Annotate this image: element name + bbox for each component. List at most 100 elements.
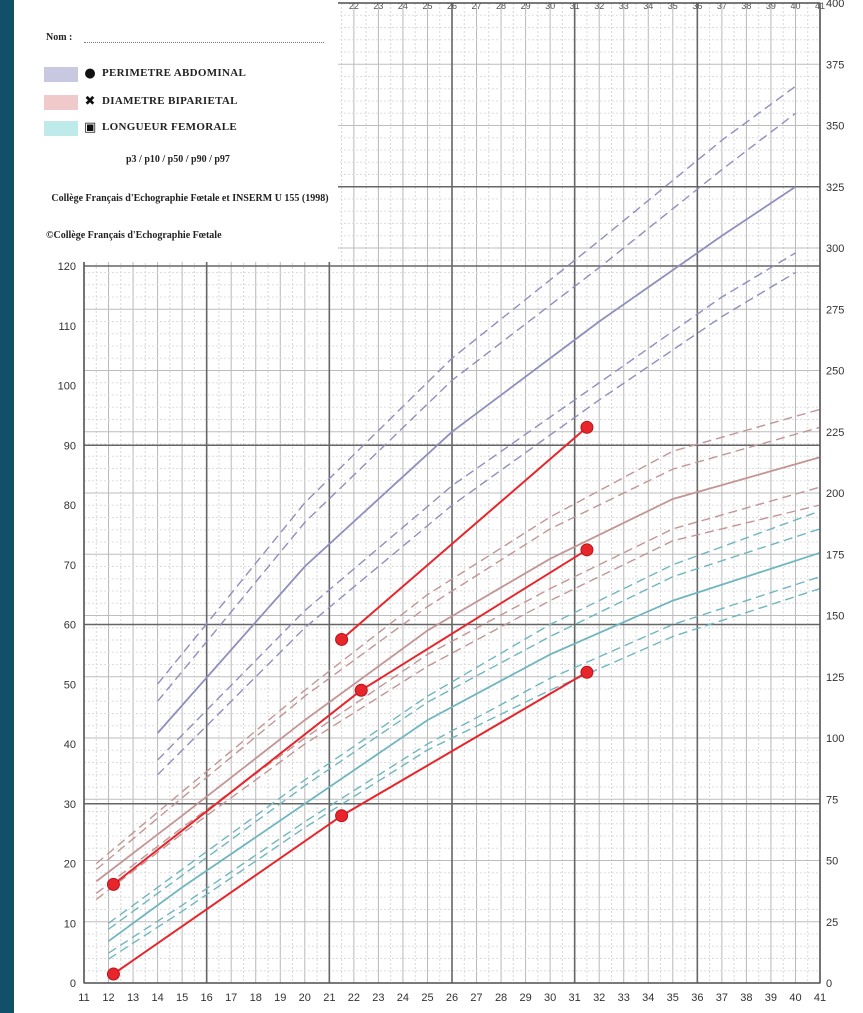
y-left-tick-label: 60	[64, 620, 76, 632]
y-left-tick-label: 100	[58, 381, 76, 393]
curve-bip-p50	[95, 456, 821, 883]
patient-point	[106, 877, 120, 891]
y-right-tick-label: 125	[826, 672, 844, 684]
y-right-tick-label: 325	[826, 182, 844, 194]
x-tick-label: 41	[814, 992, 826, 1004]
x-top-tick-label: 26	[447, 1, 457, 11]
curve-bip-p90	[95, 426, 821, 871]
x-tick-label: 28	[495, 992, 507, 1004]
x-top-tick-label: 29	[521, 1, 531, 11]
x-top-tick-label: 35	[668, 1, 678, 11]
patient-line-0	[340, 426, 588, 641]
y-right-tick-label: 400	[826, 0, 844, 10]
y-left-tick-label: 30	[64, 799, 76, 811]
y-right-tick-label: 250	[826, 366, 844, 378]
x-tick-label: 32	[593, 992, 605, 1004]
y-right-tick-label: 175	[826, 549, 844, 561]
legend-swatch-bip	[44, 95, 78, 110]
curve-bip-p10	[95, 486, 821, 894]
name-label: Nom :	[46, 32, 73, 43]
patient-point	[580, 665, 594, 679]
y-right-tick-label: 350	[826, 121, 844, 133]
x-tick-label: 40	[789, 992, 801, 1004]
plot-frame	[83, 2, 821, 984]
y-right-tick-label: 100	[826, 733, 844, 745]
x-top-tick-label: 38	[741, 1, 751, 11]
curve-lf-p97	[108, 510, 821, 924]
y-right-tick-label: 0	[826, 978, 832, 990]
legend-item-longueur-femorale: ▣ LONGUEUR FEMORALE	[44, 121, 334, 137]
name-field-line[interactable]	[84, 42, 324, 43]
x-tick-label: 26	[446, 992, 458, 1004]
x-top-tick-label: 23	[373, 1, 383, 11]
x-tick-label: 21	[323, 992, 335, 1004]
y-left-tick-label: 50	[64, 679, 76, 691]
x-tick-label: 29	[519, 992, 531, 1004]
x-tick-label: 30	[544, 992, 556, 1004]
square-icon: ▣	[84, 120, 97, 135]
x-top-tick-label: 40	[790, 1, 800, 11]
legend-label-lf: LONGUEUR FEMORALE	[102, 121, 237, 133]
legend-swatch-lf	[44, 121, 78, 136]
x-tick-label: 25	[421, 992, 433, 1004]
x-tick-label: 17	[225, 992, 237, 1004]
percentile-note: p3 / p10 / p50 / p90 / p97	[126, 154, 230, 165]
x-tick-label: 18	[250, 992, 262, 1004]
curve-pa-p3	[157, 271, 796, 776]
x-tick-label: 23	[372, 992, 384, 1004]
x-tick-label: 39	[765, 992, 777, 1004]
y-left-tick-label: 10	[64, 918, 76, 930]
patient-line-1	[112, 548, 588, 886]
y-right-tick-label: 300	[826, 243, 844, 255]
legend-label-bip: DIAMETRE BIPARIETAL	[102, 95, 238, 107]
y-left-tick-label: 120	[58, 261, 76, 273]
x-top-tick-label: 37	[717, 1, 727, 11]
source-note: Collège Français d'Echographie Fœtale et…	[51, 193, 329, 204]
x-tick-label: 20	[299, 992, 311, 1004]
growth-chart-sheet: 0 10 20 30 40 50 60 70 80 90 100 110 120 0 25 50 75 100 12…	[14, 0, 863, 1013]
legend-panel: Nom : ● PERIMETRE ABDOMINAL ✖ DIAMETRE B…	[28, 0, 338, 262]
y-right-tick-label: 50	[826, 856, 838, 868]
x-top-tick-label: 25	[422, 1, 432, 11]
y-right-tick-label: 375	[826, 59, 844, 71]
curve-pa-p10	[157, 252, 796, 761]
curve-bip-p3	[95, 504, 821, 900]
y-left-tick-label: 110	[58, 321, 76, 333]
legend-item-perimetre-abdominal: ● PERIMETRE ABDOMINAL	[44, 67, 334, 83]
y-left-tick-label: 20	[64, 859, 76, 871]
y-left-tick-label: 90	[64, 440, 76, 452]
patient-point	[580, 420, 594, 434]
x-tick-label: 36	[691, 992, 703, 1004]
x-top-tick-label: 39	[766, 1, 776, 11]
curve-lf-p3	[108, 587, 821, 960]
y-right-tick-label: 25	[826, 917, 838, 929]
curve-lf-p50	[107, 551, 821, 942]
y-right-tick-label: 200	[826, 488, 844, 500]
x-tick-label: 27	[470, 992, 482, 1004]
curve-lf-p90	[108, 528, 821, 930]
x-tick-label: 14	[151, 992, 163, 1004]
patient-point	[106, 967, 120, 981]
y-right-tick-label: 225	[826, 427, 844, 439]
y-left-tick-label: 70	[64, 560, 76, 572]
x-top-tick-label: 24	[398, 1, 408, 11]
cross-icon: ✖	[84, 94, 96, 109]
x-tick-label: 13	[127, 992, 139, 1004]
legend-item-diametre-biparietal: ✖ DIAMETRE BIPARIETAL	[44, 95, 334, 111]
x-top-tick-label: 28	[496, 1, 506, 11]
y-right-tick-label: 150	[826, 611, 844, 623]
x-tick-label: 33	[618, 992, 630, 1004]
patient-point	[580, 543, 594, 557]
x-top-tick-label: 36	[692, 1, 702, 11]
x-top-tick-label: 33	[619, 1, 629, 11]
y-right-tick-label: 275	[826, 304, 844, 316]
x-tick-label: 24	[397, 992, 409, 1004]
y-right-tick-label: 75	[826, 794, 838, 806]
x-top-tick-label: 30	[545, 1, 555, 11]
curve-bip-p97	[95, 408, 821, 865]
y-left-tick-label: 80	[64, 500, 76, 512]
x-tick-label: 38	[740, 992, 752, 1004]
x-top-tick-label: 27	[472, 1, 482, 11]
x-tick-label: 16	[201, 992, 213, 1004]
patient-point	[354, 683, 368, 697]
